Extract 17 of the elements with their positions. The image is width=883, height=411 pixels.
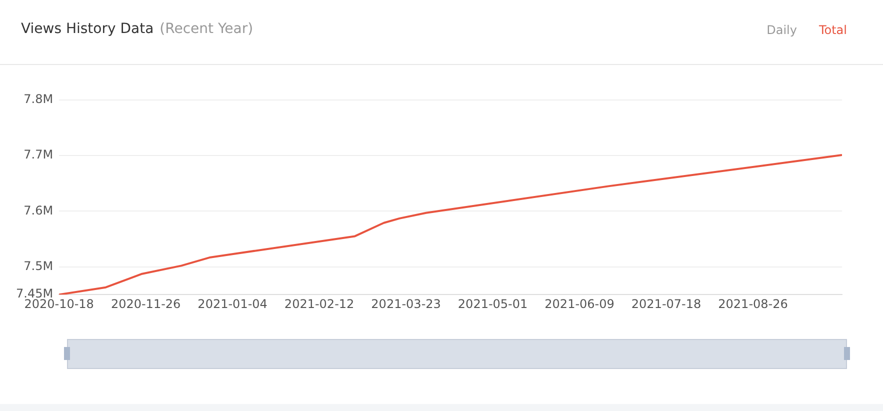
x-tick-label: 2021-08-26 — [718, 296, 788, 311]
x-tick-label: 2020-10-18 — [24, 296, 94, 311]
x-tick-label: 2020-11-26 — [110, 296, 181, 311]
y-tick-label: 7.6M — [24, 203, 54, 218]
x-tick-label: 2021-01-04 — [198, 296, 268, 311]
x-tick-label: 2021-02-12 — [284, 296, 354, 311]
text: Daily — [766, 23, 797, 37]
y-tick-label: 7.7M — [24, 148, 54, 162]
y-tick-label: 7.8M — [24, 92, 54, 106]
x-tick-label: 2021-03-23 — [371, 296, 441, 311]
x-tick-label: 2021-06-09 — [544, 296, 614, 311]
y-tick-label: 7.5M — [24, 258, 54, 273]
chart-title: Views History Data — [21, 21, 154, 37]
x-tick-label: 2021-05-01 — [458, 296, 528, 311]
text: Total — [818, 23, 847, 37]
chart-subtitle: (Recent Year) — [160, 21, 254, 37]
x-tick-label: 2021-07-18 — [631, 296, 702, 311]
